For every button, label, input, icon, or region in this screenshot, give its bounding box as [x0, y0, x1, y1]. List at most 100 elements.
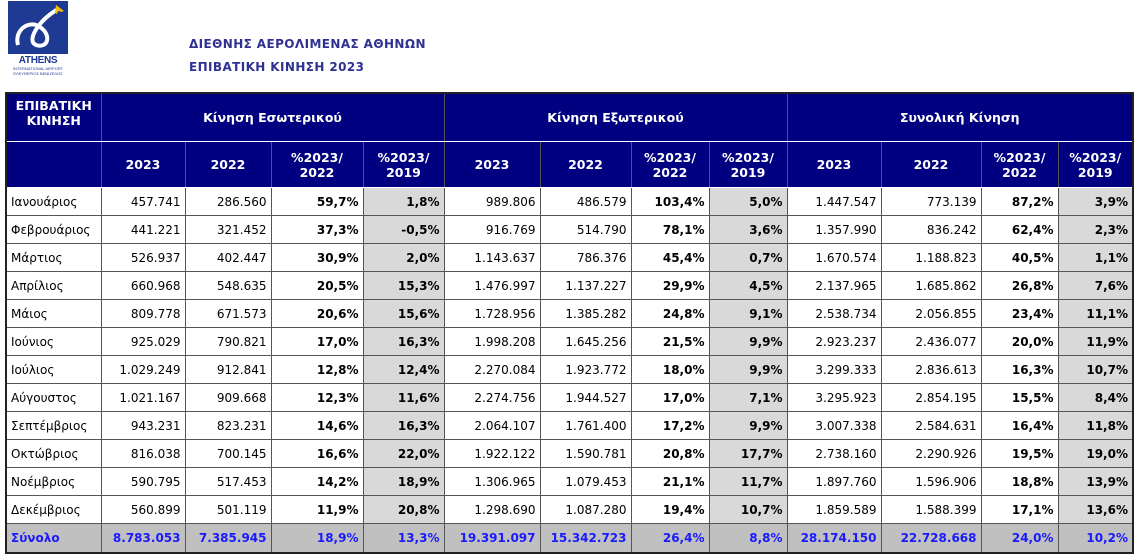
value-cell: 1.761.400 — [539, 411, 632, 440]
value-cell: 15,5% — [980, 383, 1059, 412]
group-header-international: Κίνηση Εξωτερικού — [443, 92, 788, 142]
value-cell: 11,7% — [708, 467, 788, 496]
value-cell: 8,8% — [708, 523, 788, 554]
value-cell: 9,9% — [708, 355, 788, 384]
value-cell: 20,8% — [362, 495, 445, 524]
value-cell: 816.038 — [100, 439, 186, 468]
table-row: Μάρτιος 526.937 402.447 30,9% 2,0% 1.143.637 7… — [5, 243, 1134, 272]
column-header: %2023/ 2022 — [270, 141, 364, 188]
value-cell: 1.728.956 — [443, 299, 541, 328]
value-cell: 10,7% — [708, 495, 788, 524]
value-cell: 18,0% — [630, 355, 710, 384]
column-header: %2023/ 2019 — [362, 141, 445, 188]
column-header: %2023/ 2019 — [1057, 141, 1134, 188]
value-cell: 1.143.637 — [443, 243, 541, 272]
value-cell: 286.560 — [184, 187, 272, 216]
value-cell: 13,9% — [1057, 467, 1134, 496]
month-cell: Φεβρουάριος — [5, 215, 102, 244]
value-cell: 11,9% — [1057, 327, 1134, 356]
month-cell: Δεκέμβριος — [5, 495, 102, 524]
table-row: Φεβρουάριος 441.221 321.452 37,3% -0,5% 916.7… — [5, 215, 1134, 244]
value-cell: 26,4% — [630, 523, 710, 554]
month-cell: Ιανουάριος — [5, 187, 102, 216]
value-cell: 402.447 — [184, 243, 272, 272]
value-cell: 700.145 — [184, 439, 272, 468]
logo-sub1: INTERNATIONAL AIRPORT — [12, 66, 64, 71]
value-cell: 22,0% — [362, 439, 445, 468]
value-cell: 18,9% — [270, 523, 364, 554]
value-cell: 2.854.195 — [880, 383, 982, 412]
value-cell: 17,2% — [630, 411, 710, 440]
value-cell: 2,3% — [1057, 215, 1134, 244]
value-cell: 20,0% — [980, 327, 1059, 356]
value-cell: 2.538.734 — [786, 299, 882, 328]
value-cell: 22.728.668 — [880, 523, 982, 554]
value-cell: 1.922.122 — [443, 439, 541, 468]
value-cell: 560.899 — [100, 495, 186, 524]
value-cell: 1.897.760 — [786, 467, 882, 496]
value-cell: 16,6% — [270, 439, 364, 468]
value-cell: 37,3% — [270, 215, 364, 244]
month-cell: Μάιος — [5, 299, 102, 328]
corner-header: ΕΠΙΒΑΤΙΚΗ ΚΙΝΗΣΗ — [5, 92, 102, 142]
month-cell: Νοέμβριος — [5, 467, 102, 496]
value-cell: 2.436.077 — [880, 327, 982, 356]
column-header: 2023 — [443, 141, 541, 188]
value-cell: 925.029 — [100, 327, 186, 356]
month-cell: Οκτώβριος — [5, 439, 102, 468]
value-cell: 2,0% — [362, 243, 445, 272]
value-cell: 62,4% — [980, 215, 1059, 244]
value-cell: 916.769 — [443, 215, 541, 244]
value-cell: 486.579 — [539, 187, 632, 216]
value-cell: 7,6% — [1057, 271, 1134, 300]
table-row: Απρίλιος 660.968 548.635 20,5% 15,3% 1.476.99… — [5, 271, 1134, 300]
value-cell: 457.741 — [100, 187, 186, 216]
table-row: Ιούνιος 925.029 790.821 17,0% 16,3% 1.998.208… — [5, 327, 1134, 356]
value-cell: 29,9% — [630, 271, 710, 300]
column-header: 2022 — [184, 141, 272, 188]
value-cell: 1.944.527 — [539, 383, 632, 412]
month-cell: Μάρτιος — [5, 243, 102, 272]
value-cell: 13,3% — [362, 523, 445, 554]
value-cell: 9,9% — [708, 411, 788, 440]
page-subtitle: ΕΠΙΒΑΤΙΚΗ ΚΙΝΗΣΗ 2023 — [189, 60, 365, 74]
value-cell: 30,9% — [270, 243, 364, 272]
value-cell: 501.119 — [184, 495, 272, 524]
value-cell: 660.968 — [100, 271, 186, 300]
value-cell: 8,4% — [1057, 383, 1134, 412]
value-cell: 2.290.926 — [880, 439, 982, 468]
value-cell: 3.295.923 — [786, 383, 882, 412]
value-cell: 28.174.150 — [786, 523, 882, 554]
value-cell: 0,7% — [708, 243, 788, 272]
value-cell: 59,7% — [270, 187, 364, 216]
value-cell: 909.668 — [184, 383, 272, 412]
logo-sub2: ΕΛΕΥΘΕΡΙΟΣ ΒΕΝΙΖΕΛΟΣ — [13, 71, 63, 76]
value-cell: 1.645.256 — [539, 327, 632, 356]
value-cell: 26,8% — [980, 271, 1059, 300]
value-cell: 3,6% — [708, 215, 788, 244]
value-cell: 16,3% — [362, 327, 445, 356]
value-cell: 1.476.997 — [443, 271, 541, 300]
value-cell: 11,6% — [362, 383, 445, 412]
column-header: %2023/ 2022 — [630, 141, 710, 188]
value-cell: 12,4% — [362, 355, 445, 384]
value-cell: 1.670.574 — [786, 243, 882, 272]
value-cell: 87,2% — [980, 187, 1059, 216]
value-cell: 12,3% — [270, 383, 364, 412]
value-cell: 517.453 — [184, 467, 272, 496]
value-cell: 2.056.855 — [880, 299, 982, 328]
column-header: 2023 — [786, 141, 882, 188]
value-cell: 11,1% — [1057, 299, 1134, 328]
value-cell: 24,0% — [980, 523, 1059, 554]
value-cell: 23,4% — [980, 299, 1059, 328]
value-cell: 590.795 — [100, 467, 186, 496]
value-cell: 14,6% — [270, 411, 364, 440]
value-cell: 21,1% — [630, 467, 710, 496]
value-cell: 1.590.781 — [539, 439, 632, 468]
value-cell: 15,6% — [362, 299, 445, 328]
group-header-total: Συνολική Κίνηση — [786, 92, 1134, 142]
group-header-domestic: Κίνηση Εσωτερικού — [100, 92, 445, 142]
value-cell: 1.188.823 — [880, 243, 982, 272]
value-cell: 11,9% — [270, 495, 364, 524]
value-cell: 15,3% — [362, 271, 445, 300]
